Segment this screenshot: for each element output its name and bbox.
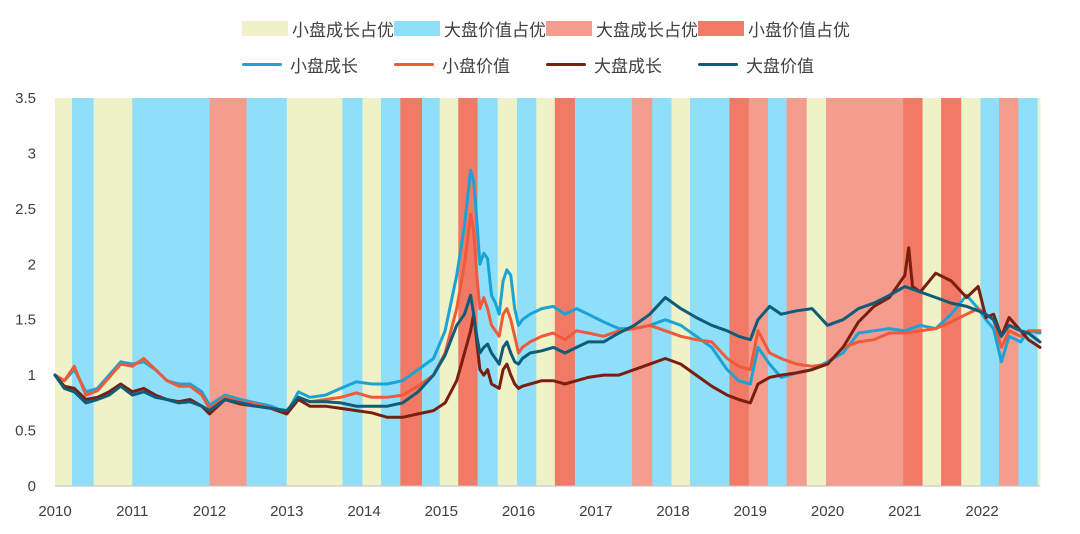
regime-band-sg (439, 98, 459, 486)
y-tick-label: 1.5 (15, 312, 36, 329)
y-axis-ticks: 0 0.5 1 1.5 2 2.5 3 3.5 (15, 90, 36, 495)
regime-band-sv (903, 98, 923, 486)
legend-item-small-growth: 小盘成长占优 (242, 16, 394, 41)
x-tick-label: 2022 (965, 503, 998, 520)
x-tick-label: 2012 (193, 503, 226, 520)
regime-band-sv (941, 98, 962, 486)
regime-band-sg (497, 98, 518, 486)
legend-item-series-small-value: 小盘价值 (394, 52, 510, 77)
regime-band-lg (999, 98, 1019, 486)
x-tick-label: 2017 (579, 503, 612, 520)
legend-swatch-sg (242, 21, 288, 36)
regime-band-lv (132, 98, 210, 486)
regime-band-sg (536, 98, 556, 486)
y-tick-label: 2 (28, 256, 36, 273)
series-line-1 (53, 212, 1042, 416)
legend-item-series-large-value: 大盘价值 (698, 52, 814, 77)
legend-regimes: 小盘成长占优 大盘价值占优 大盘成长占优 小盘价值占优 (0, 16, 1080, 41)
x-tick-label: 2018 (656, 503, 689, 520)
regime-band-sg (93, 98, 133, 486)
series-lines (53, 168, 1042, 419)
x-tick-label: 2011 (116, 503, 148, 520)
legend-label-sv: 小盘价值占优 (748, 21, 850, 41)
regime-band-sv (400, 98, 423, 486)
y-tick-label: 3 (28, 145, 36, 162)
regime-band-sv (458, 98, 478, 486)
regime-band-sg (1037, 98, 1041, 486)
regime-band-sg (671, 98, 691, 486)
legend-item-series-small-growth: 小盘成长 (242, 52, 358, 77)
series-line-0 (53, 168, 1042, 415)
x-tick-label: 2010 (38, 503, 71, 520)
legend-line-2 (546, 63, 586, 66)
regime-band-lv (71, 98, 95, 486)
legend-line-0 (242, 63, 282, 66)
legend-item-small-value: 小盘价值占优 (698, 16, 850, 41)
y-tick-label: 0.5 (15, 423, 36, 440)
y-tick-label: 0 (28, 478, 36, 495)
regime-band-lg (826, 98, 904, 486)
regime-band-lv (477, 98, 499, 486)
regime-band-lg (748, 98, 769, 486)
x-tick-label: 2020 (811, 503, 844, 520)
y-tick-label: 2.5 (15, 201, 36, 218)
legend-label-sg: 小盘成长占优 (292, 21, 394, 41)
x-tick-label: 2019 (734, 503, 767, 520)
regime-band-lg (786, 98, 808, 486)
y-tick-label: 3.5 (15, 90, 36, 107)
x-tick-label: 2013 (270, 503, 303, 520)
x-tick-label: 2014 (347, 503, 380, 520)
regime-band-sg (922, 98, 942, 486)
regime-bands (55, 98, 1041, 486)
x-tick-label: 2021 (888, 503, 921, 520)
regime-band-lv (342, 98, 363, 486)
legend-swatch-lg (546, 21, 592, 36)
regime-band-sv (729, 98, 750, 486)
regime-band-lv (574, 98, 633, 486)
legend-series-label-0: 小盘成长 (290, 57, 358, 77)
legend-series: 小盘成长 小盘价值 大盘成长 大盘价值 (0, 52, 1080, 77)
regime-band-lv (421, 98, 441, 486)
series-line-3 (53, 285, 1042, 413)
legend-label-lg: 大盘成长占优 (596, 21, 698, 41)
y-tick-label: 1 (28, 367, 36, 384)
regime-band-lv (516, 98, 537, 486)
regime-band-sv (554, 98, 576, 486)
regime-band-lv (1018, 98, 1039, 486)
regime-band-sg (362, 98, 382, 486)
x-tick-label: 2015 (425, 503, 458, 520)
regime-band-lv (690, 98, 730, 486)
legend-item-series-large-growth: 大盘成长 (546, 52, 662, 77)
regime-band-lv (246, 98, 288, 486)
legend-item-large-value: 大盘价值占优 (394, 16, 546, 41)
legend-line-3 (698, 63, 738, 66)
x-axis-ticks: 2010 2011 2012 2013 2014 2015 2016 2017 2018 2019… (38, 503, 998, 520)
regime-band-sg (806, 98, 827, 486)
legend-series-label-1: 小盘价值 (442, 57, 510, 77)
legend-line-1 (394, 63, 434, 66)
regime-band-sg (286, 98, 343, 486)
legend-label-lv: 大盘价值占优 (444, 21, 546, 41)
legend-series-label-3: 大盘价值 (746, 57, 814, 77)
legend-swatch-sv (698, 21, 744, 36)
legend-series-label-2: 大盘成长 (594, 57, 662, 77)
x-tick-label: 2016 (502, 503, 535, 520)
legend-item-large-growth: 大盘成长占优 (546, 16, 698, 41)
regime-band-lg (209, 98, 247, 486)
regime-band-lv (381, 98, 401, 486)
legend-swatch-lv (394, 21, 440, 36)
regime-band-lg (632, 98, 653, 486)
regime-band-lv (980, 98, 1000, 486)
regime-band-lv (652, 98, 672, 486)
regime-band-sg (55, 98, 73, 486)
regime-band-lv (768, 98, 788, 486)
